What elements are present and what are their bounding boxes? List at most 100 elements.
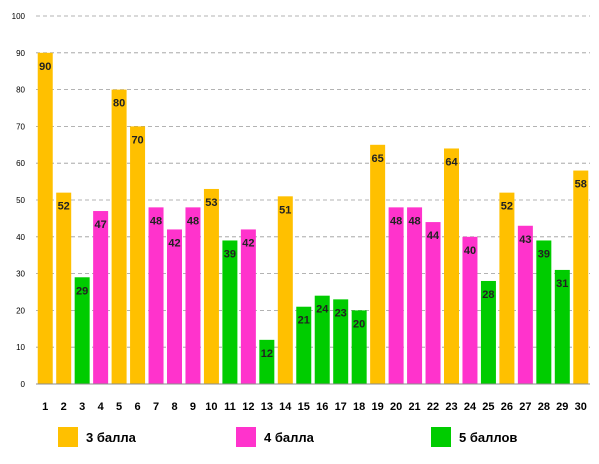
data-label: 47 (95, 219, 107, 231)
data-label: 40 (464, 245, 476, 257)
bar-3 (74, 277, 90, 384)
x-tick-label: 1 (42, 401, 48, 413)
bar-2 (56, 192, 72, 384)
data-label: 43 (519, 234, 531, 246)
bar-18 (351, 310, 367, 384)
data-label: 29 (76, 285, 88, 297)
gridlines (36, 15, 590, 348)
bar-22 (425, 222, 441, 384)
bar-14 (277, 196, 293, 384)
y-tick-label: 70 (16, 122, 25, 131)
data-label: 39 (224, 248, 236, 260)
y-tick-label: 90 (16, 49, 25, 58)
legend-label-g5: 5 баллов (459, 430, 517, 445)
data-label: 65 (372, 153, 384, 165)
data-label: 42 (242, 237, 254, 249)
x-tick-label: 22 (427, 401, 439, 413)
data-label: 51 (279, 204, 291, 216)
x-tick-label: 8 (171, 401, 177, 413)
data-label: 48 (390, 215, 402, 227)
x-tick-label: 19 (372, 401, 384, 413)
legend-swatch-g5 (431, 427, 451, 447)
data-label: 52 (58, 201, 70, 213)
data-label: 52 (501, 201, 513, 213)
bar-30 (573, 170, 589, 384)
bar-26 (499, 192, 515, 384)
x-tick-label: 9 (190, 401, 196, 413)
x-tick-label: 14 (279, 401, 292, 413)
x-tick-label: 20 (390, 401, 402, 413)
x-tick-label: 17 (335, 401, 347, 413)
bar-1 (37, 52, 53, 385)
bar-19 (370, 144, 386, 384)
bar-12 (240, 229, 256, 384)
bar-20 (388, 207, 404, 384)
y-tick-label: 100 (12, 12, 26, 21)
y-tick-label: 30 (16, 270, 25, 279)
data-labels: 90 52 29 47 80 70 48 42 48 53 39 42 12 51 21 24 23 20 65 48… (39, 61, 587, 360)
y-tick-label: 10 (16, 343, 25, 352)
data-label: 24 (316, 304, 329, 316)
bar-28 (536, 240, 552, 384)
data-label: 90 (39, 61, 51, 73)
y-axis-ticks: 0 10 20 30 40 50 60 70 80 90 100 (12, 12, 26, 389)
bar-17 (333, 299, 349, 384)
bar-5 (111, 89, 127, 384)
bar-6 (130, 126, 146, 385)
data-label: 58 (575, 179, 587, 191)
x-tick-label: 29 (556, 401, 568, 413)
data-label: 21 (298, 315, 310, 327)
y-tick-label: 20 (16, 306, 25, 315)
data-label: 80 (113, 98, 125, 110)
bar-10 (203, 188, 219, 384)
legend: 3 балла 4 балла 5 баллов (58, 427, 517, 447)
x-axis-ticks: 1 2 3 4 5 6 7 8 9 10 11 12 13 14 15 16 17 18 19 20 21 22 23 24 2… (42, 401, 587, 413)
data-label: 42 (168, 237, 180, 249)
x-tick-label: 28 (538, 401, 550, 413)
x-tick-label: 5 (116, 401, 122, 413)
y-tick-label: 40 (16, 233, 25, 242)
data-label: 39 (538, 248, 550, 260)
bar-8 (167, 229, 182, 384)
bars (37, 52, 589, 385)
bar-16 (314, 295, 330, 384)
data-label: 48 (150, 215, 162, 227)
x-tick-label: 21 (408, 401, 420, 413)
x-tick-label: 27 (519, 401, 531, 413)
data-label: 31 (556, 278, 568, 290)
x-tick-label: 18 (353, 401, 365, 413)
x-tick-label: 4 (98, 401, 105, 413)
bar-15 (296, 306, 312, 384)
bar-27 (517, 225, 533, 384)
x-tick-label: 30 (575, 401, 587, 413)
y-tick-label: 80 (16, 86, 25, 95)
data-label: 20 (353, 318, 365, 330)
y-tick-label: 50 (16, 196, 25, 205)
bar-29 (554, 269, 570, 384)
bar-9 (185, 207, 201, 384)
x-tick-label: 10 (205, 401, 217, 413)
y-tick-label: 60 (16, 159, 25, 168)
bar-25 (480, 280, 496, 384)
bar-4 (93, 211, 109, 384)
legend-swatch-g4 (236, 427, 256, 447)
data-label: 53 (205, 197, 217, 209)
x-tick-label: 6 (135, 401, 141, 413)
x-tick-label: 26 (501, 401, 513, 413)
x-tick-label: 3 (79, 401, 85, 413)
x-tick-label: 23 (445, 401, 457, 413)
data-label: 28 (482, 289, 494, 301)
x-tick-label: 2 (61, 401, 67, 413)
data-label: 48 (408, 215, 420, 227)
data-label: 44 (427, 230, 440, 242)
x-tick-label: 16 (316, 401, 328, 413)
x-tick-label: 13 (261, 401, 273, 413)
bar-21 (407, 207, 423, 384)
x-tick-label: 12 (242, 401, 254, 413)
x-tick-label: 25 (482, 401, 494, 413)
legend-label-g3: 3 балла (86, 430, 137, 445)
data-label: 70 (131, 134, 143, 146)
data-label: 12 (261, 348, 273, 360)
bar-13 (259, 339, 275, 384)
